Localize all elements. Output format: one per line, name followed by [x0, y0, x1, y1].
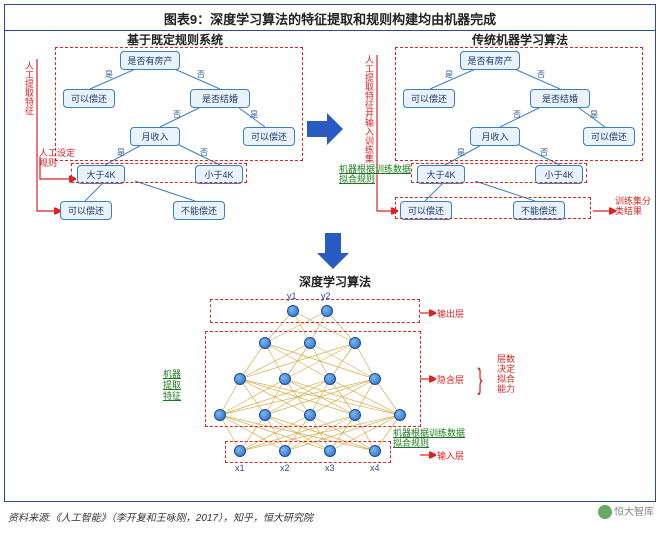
- panel-ml: 传统机器学习算法 是否有房产 可以偿还 是否结婚 月收入 可以偿还 大于4: [345, 31, 655, 231]
- nn-dashed-in: [225, 441, 391, 463]
- figure-title: 图表9：深度学习算法的特征提取和规则构建均由机器完成: [5, 5, 655, 31]
- nn-x3: x3: [325, 463, 335, 473]
- figure-source: 资料来源:《人工智能》（李开复和王咏刚，2017），知乎，恒大研究院: [0, 506, 660, 527]
- nn-x4: x4: [370, 463, 380, 473]
- rule-dashed-top: [55, 47, 303, 161]
- watermark: 恒大智库: [598, 503, 654, 519]
- figure-frame: 图表9：深度学习算法的特征提取和规则构建均由机器完成 基于既定规则系统 是否有房…: [4, 4, 656, 502]
- label-input-layer: 输入层: [437, 449, 464, 462]
- label-manual-rule: 人工设定规则: [39, 149, 75, 169]
- label-machine-fit2: 机器根据训练数据拟合规则: [393, 429, 473, 449]
- rule-dashed-bot: [71, 163, 247, 183]
- watermark-text: 恒大智库: [614, 507, 654, 518]
- panel-dl-title: 深度学习算法: [135, 273, 535, 290]
- nn-y2: y2: [321, 291, 331, 301]
- label-machine-fit: 机器根据训练数据拟合规则: [339, 165, 411, 185]
- label-machine-extract: 机器提取特征: [163, 369, 187, 401]
- nn-x1: x1: [235, 463, 245, 473]
- wechat-icon: [598, 505, 612, 519]
- panel-rule-title: 基于既定规则系统: [45, 31, 305, 48]
- nn-y1: y1: [287, 291, 297, 301]
- panel-ml-title: 传统机器学习算法: [385, 31, 655, 48]
- arrow-down: [315, 231, 351, 271]
- figure-content: 基于既定规则系统 是否有房产 可以偿还 是否结婚 月收入 可以偿还 大于4: [5, 31, 655, 491]
- rule-cannot: 不能偿还: [173, 201, 225, 220]
- ml-dashed-top: [395, 47, 643, 161]
- arrow-right: [305, 111, 345, 147]
- ml-dashed-bot: [395, 197, 591, 219]
- label-capacity: 层数决定拟合能力: [497, 355, 517, 395]
- panel-rule: 基于既定规则系统 是否有房产 可以偿还 是否结婚 月收入 可以偿还 大于4: [5, 31, 305, 231]
- brace-icon: }: [478, 345, 483, 415]
- nn-dashed-hid: [205, 331, 421, 427]
- label-hidden-layer: 隐含层: [437, 373, 464, 386]
- rule-repay3: 可以偿还: [60, 201, 112, 220]
- label-output-layer: 输出层: [437, 307, 464, 320]
- ml-dashed-mid: [411, 163, 587, 183]
- nn-x2: x2: [280, 463, 290, 473]
- label-manual-extract: 人工提取特征: [23, 61, 36, 115]
- label-result: 训练集分类结果: [615, 197, 655, 217]
- panel-dl: 深度学习算法: [135, 273, 535, 489]
- nn-dashed-out: [210, 299, 420, 323]
